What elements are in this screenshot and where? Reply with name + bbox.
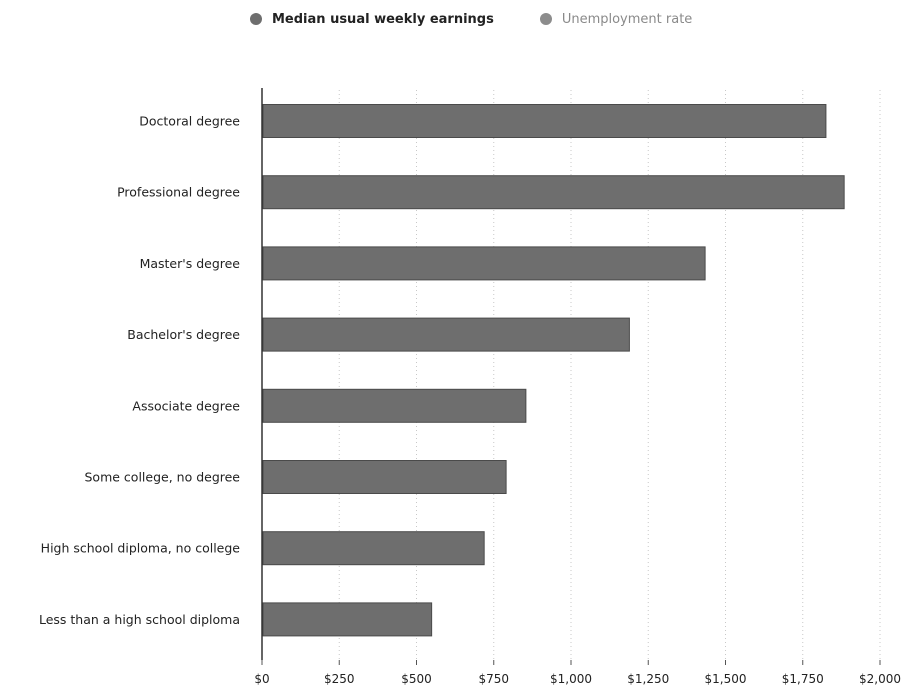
bar[interactable] — [262, 388, 527, 423]
x-tick-label: $0 — [254, 672, 269, 686]
x-axis-ticks: $0 $250 $500 $750 $1,000 $1,250 $1,500 $1,750 $2… — [254, 660, 901, 686]
bar[interactable] — [262, 246, 706, 281]
bar[interactable] — [262, 317, 630, 352]
grid-lines — [338, 90, 881, 660]
category-label: Professional degree — [117, 185, 240, 200]
bar[interactable] — [262, 175, 845, 210]
category-label: Less than a high school diploma — [39, 612, 240, 627]
category-label: Bachelor's degree — [127, 327, 240, 342]
legend-swatch-unemployment — [539, 13, 552, 25]
category-labels: Doctoral degree Professional degree Master… — [39, 114, 240, 627]
x-tick-label: $1,000 — [550, 672, 592, 686]
category-label: Master's degree — [140, 256, 241, 271]
category-label: High school diploma, no college — [41, 541, 241, 556]
bar[interactable] — [262, 531, 485, 566]
x-tick-label: $1,750 — [782, 672, 824, 686]
legend-label-earnings: Median usual weekly earnings — [272, 11, 494, 27]
bar[interactable] — [262, 460, 507, 494]
bars — [262, 104, 845, 637]
chart-legend: Median usual weekly earnings Unemploymen… — [250, 8, 692, 30]
category-label: Associate degree — [132, 398, 240, 413]
x-tick-label: $1,500 — [705, 672, 747, 686]
legend-item-earnings[interactable]: Median usual weekly earnings — [250, 12, 494, 27]
bar[interactable] — [262, 104, 827, 138]
x-tick-label: $500 — [401, 672, 432, 686]
legend-swatch-earnings — [250, 13, 262, 25]
x-tick-label: $2,000 — [859, 672, 901, 686]
bar[interactable] — [262, 602, 433, 637]
x-tick-label: $750 — [478, 672, 509, 686]
x-tick-label: $1,250 — [627, 672, 669, 686]
category-label: Doctoral degree — [139, 114, 240, 129]
x-tick-label: $250 — [324, 672, 355, 686]
category-label: Some college, no degree — [85, 470, 241, 485]
legend-item-unemployment[interactable]: Unemployment rate — [539, 11, 693, 27]
legend-label-unemployment: Unemployment rate — [561, 11, 693, 27]
